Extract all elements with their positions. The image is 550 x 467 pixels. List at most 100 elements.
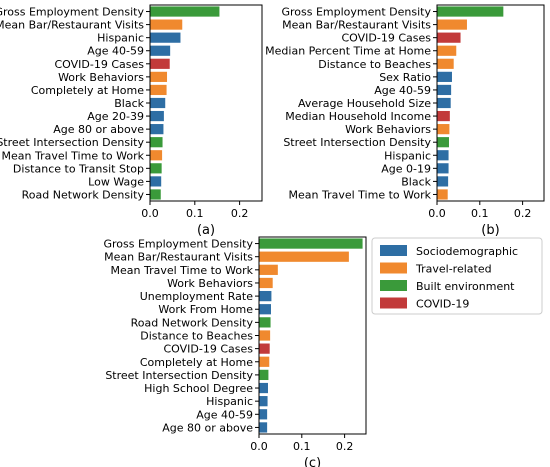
bar [150, 189, 161, 200]
bar [150, 176, 162, 187]
bar [259, 317, 271, 328]
bar [437, 32, 461, 43]
category-label: Age 40-59 [374, 84, 431, 97]
category-label: Mean Bar/Restaurant Visits [0, 19, 144, 32]
category-label: COVID-19 Cases [55, 58, 145, 71]
axes-frame [436, 4, 545, 202]
panel-caption: (b) [481, 223, 499, 238]
legend-swatch [380, 262, 407, 274]
legend: Sociodemographic Travel-related Built envi… [371, 237, 543, 315]
x-tick-label: 0.1 [186, 207, 204, 220]
axes-frame [258, 236, 367, 435]
bar [437, 84, 452, 96]
panel-caption: (c) [304, 456, 321, 467]
bar [259, 290, 272, 302]
category-label: Gross Employment Density [0, 6, 144, 19]
bar [437, 189, 448, 200]
x-tick-label: 0.0 [250, 440, 268, 453]
bar [259, 304, 271, 315]
category-label: Median Household Income [285, 110, 431, 123]
bar [259, 409, 268, 420]
bar [150, 150, 163, 161]
category-label: Mean Travel Time to Work [111, 264, 254, 277]
category-label: Age 80 or above [162, 421, 253, 434]
bar [437, 19, 467, 30]
bar [437, 58, 454, 69]
x-tick-label: 0.0 [141, 207, 159, 220]
category-label: COVID-19 Cases [164, 343, 254, 356]
bar [437, 150, 449, 161]
bar [150, 110, 164, 122]
bar [150, 97, 166, 109]
category-label: Distance to Beaches [318, 58, 431, 71]
bar [150, 19, 183, 30]
legend-box [371, 237, 543, 315]
x-tick-label: 0.2 [231, 207, 249, 220]
bar [150, 124, 164, 135]
x-tick-label: 0.1 [293, 440, 311, 453]
category-label: Average Household Size [298, 97, 431, 110]
bar [437, 71, 452, 82]
bar [437, 97, 451, 109]
bar [150, 71, 168, 82]
bar [150, 58, 170, 69]
bar [150, 6, 220, 17]
bar [150, 137, 163, 148]
category-label: Unemployment Rate [140, 290, 254, 303]
bar [150, 84, 167, 96]
bar [259, 382, 268, 394]
bar [150, 163, 162, 174]
bar [259, 356, 270, 367]
category-label: Road Network Density [22, 188, 145, 201]
bar [259, 396, 268, 407]
category-label: Work Behaviors [58, 71, 144, 84]
panel-caption: (a) [197, 223, 215, 238]
category-label: Age 0-19 [381, 162, 431, 175]
category-label: Age 40-59 [87, 45, 144, 58]
legend-entry: COVID-19 [416, 298, 469, 311]
category-label: Work Behaviors [167, 277, 253, 290]
category-label: Gross Employment Density [103, 238, 253, 251]
legend-swatch [380, 245, 407, 256]
category-label: Low Wage [88, 175, 144, 188]
category-label: Street Intersection Density [0, 136, 144, 149]
legend-entry: Sociodemographic [416, 245, 518, 258]
legend-swatch [380, 297, 407, 309]
bar [259, 251, 349, 262]
category-label: Sex Ratio [379, 71, 431, 84]
category-label: Distance to Transit Stop [13, 162, 144, 175]
bar [259, 369, 269, 381]
bar [437, 163, 449, 174]
category-label: Street Intersection Density [105, 369, 253, 382]
category-label: Age 20-39 [87, 110, 144, 123]
category-label: Age 80 or above [53, 123, 144, 136]
legend-entry: Travel-related [415, 263, 492, 276]
bar [437, 6, 504, 17]
bar [437, 45, 457, 56]
bar [150, 32, 181, 43]
legend-swatch [380, 280, 407, 291]
category-label: Age 40-59 [196, 408, 253, 421]
category-label: Mean Travel Time to Work [289, 188, 432, 201]
legend-entry: Built environment [416, 280, 515, 293]
category-label: COVID-19 Cases [342, 32, 432, 45]
bar [259, 330, 271, 341]
bar [437, 176, 449, 187]
x-tick-label: 0.2 [514, 207, 532, 220]
category-label: Black [401, 175, 431, 188]
category-label: Work Behaviors [345, 123, 431, 136]
bar [437, 137, 449, 148]
category-label: Road Network Density [131, 316, 254, 329]
category-label: Gross Employment Density [281, 6, 431, 19]
category-label: Mean Travel Time to Work [2, 149, 145, 162]
category-label: Median Percent Time at Home [265, 45, 431, 58]
category-label: Black [114, 97, 144, 110]
bar [259, 264, 278, 275]
bar [437, 124, 450, 135]
category-label: Distance to Beaches [140, 330, 253, 343]
category-label: Hispanic [97, 32, 144, 45]
x-tick-label: 0.1 [471, 207, 489, 220]
